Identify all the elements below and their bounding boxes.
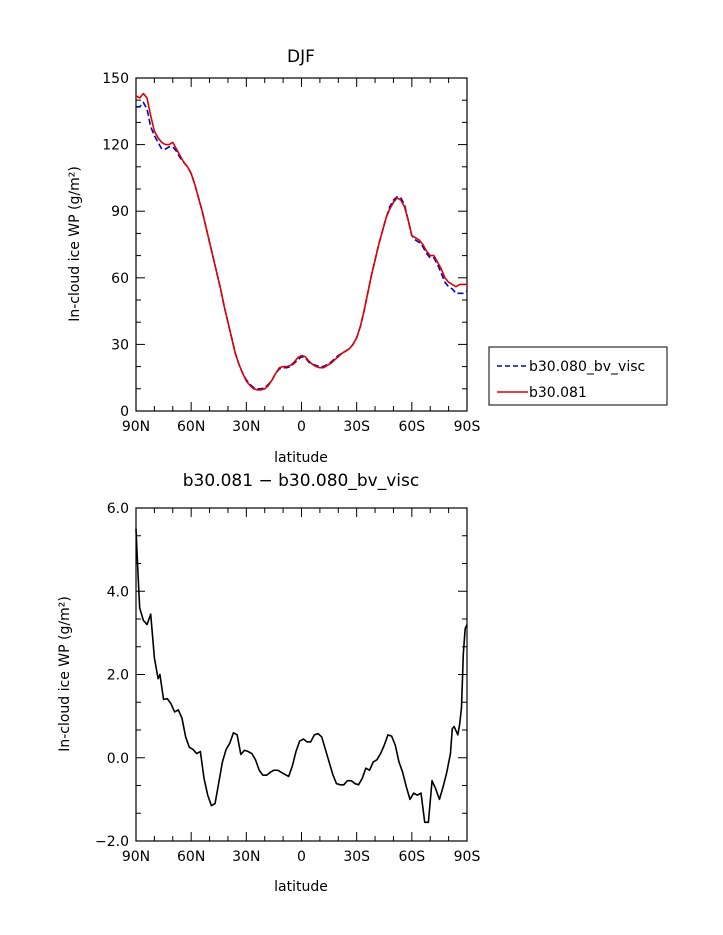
bottom-panel: b30.081 − b30.080_bv_visc 90N 60N 30N 0 30S 6…: [57, 471, 480, 895]
top-x-tick-label: 30N: [232, 419, 260, 435]
bottom-x-tick-label: 90N: [122, 849, 150, 865]
bottom-y-axis-label: In-cloud ice WP (g/m²): [57, 596, 73, 752]
top-axis-ticks: [135, 77, 468, 412]
bottom-x-tick-label: 0: [297, 849, 306, 865]
bottom-axis-ticks: [135, 507, 468, 842]
top-y-tick-labels: 0 30 60 90 120 150: [102, 71, 129, 420]
top-x-tick-labels: 90N 60N 30N 0 30S 60S 90S: [122, 419, 481, 435]
bottom-x-tick-label: 30N: [232, 849, 260, 865]
bottom-y-tick-label: 6.0: [107, 501, 129, 517]
bottom-x-tick-label: 60N: [177, 849, 205, 865]
top-y-tick-label: 60: [111, 271, 129, 287]
bottom-y-tick-label: 4.0: [107, 584, 129, 600]
top-x-tick-label: 30S: [343, 419, 370, 435]
top-series-lines: [135, 92, 468, 391]
legend: b30.080_bv_visc b30.081: [488, 346, 668, 406]
top-chart-title: DJF: [287, 47, 315, 67]
bottom-x-tick-label: 30S: [343, 849, 370, 865]
top-series-line-2: [135, 92, 467, 391]
top-x-tick-label: 0: [297, 419, 306, 435]
bottom-x-tick-label: 60S: [398, 849, 425, 865]
bottom-plot-frame: [135, 507, 468, 842]
legend-box: [488, 346, 668, 406]
top-y-tick-label: 30: [111, 337, 129, 353]
top-plot-frame: [135, 77, 468, 412]
top-x-tick-label: 90N: [122, 419, 150, 435]
bottom-y-tick-label: 0.0: [107, 751, 129, 767]
bottom-chart-title: b30.081 − b30.080_bv_visc: [183, 471, 419, 491]
bottom-x-axis-label: latitude: [274, 879, 328, 895]
bottom-y-tick-labels: −2.0 0.0 2.0 4.0 6.0: [95, 501, 129, 850]
top-y-tick-label: 0: [120, 404, 129, 420]
top-y-tick-label: 90: [111, 204, 129, 220]
legend-label-b30-080-bv-visc: b30.080_bv_visc: [529, 359, 645, 375]
top-x-tick-label: 90S: [454, 419, 481, 435]
bottom-series-lines: [135, 528, 468, 824]
top-series-line-1: [136, 101, 468, 390]
bottom-y-tick-label: 2.0: [107, 668, 129, 684]
top-panel: DJF 90N 60N 30N 0 30S 60S 90S 0 30 60 90 120 150 la…: [67, 47, 668, 466]
top-y-tick-label: 120: [102, 138, 129, 154]
bottom-y-tick-label: −2.0: [95, 834, 129, 850]
bottom-series-line-1: [135, 528, 468, 824]
top-x-tick-label: 60S: [398, 419, 425, 435]
bottom-x-tick-label: 90S: [454, 849, 481, 865]
legend-label-b30-081: b30.081: [529, 385, 587, 401]
bottom-x-tick-labels: 90N 60N 30N 0 30S 60S 90S: [122, 849, 481, 865]
top-x-tick-label: 60N: [177, 419, 205, 435]
top-y-axis-label: In-cloud ice WP (g/m²): [67, 166, 83, 322]
top-x-axis-label: latitude: [274, 450, 328, 466]
top-y-tick-label: 150: [102, 71, 129, 87]
